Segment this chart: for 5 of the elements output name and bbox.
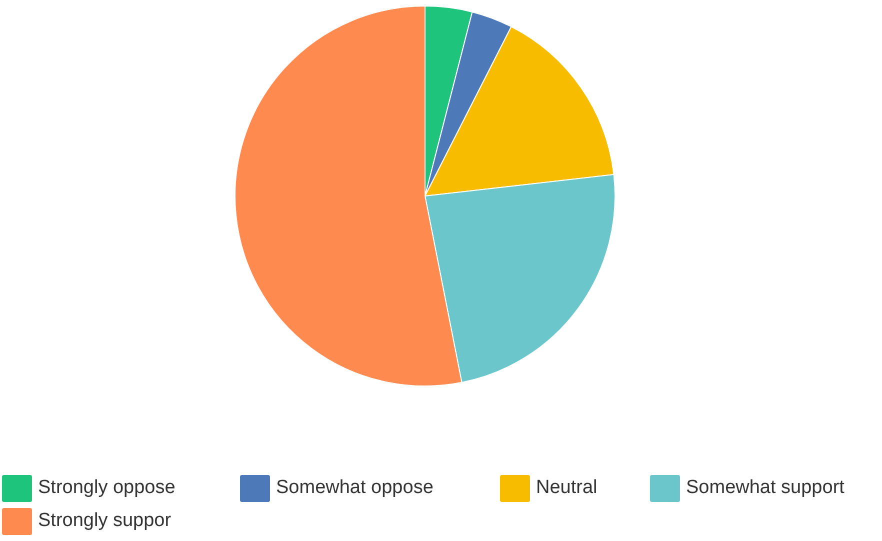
legend-label: Somewhat support xyxy=(686,477,846,498)
legend-label: Strongly suppor xyxy=(38,510,172,532)
legend-label: Neutral xyxy=(536,477,598,498)
legend-label: Strongly oppose xyxy=(38,477,176,498)
legend-label: Somewhat oppose xyxy=(276,477,434,498)
